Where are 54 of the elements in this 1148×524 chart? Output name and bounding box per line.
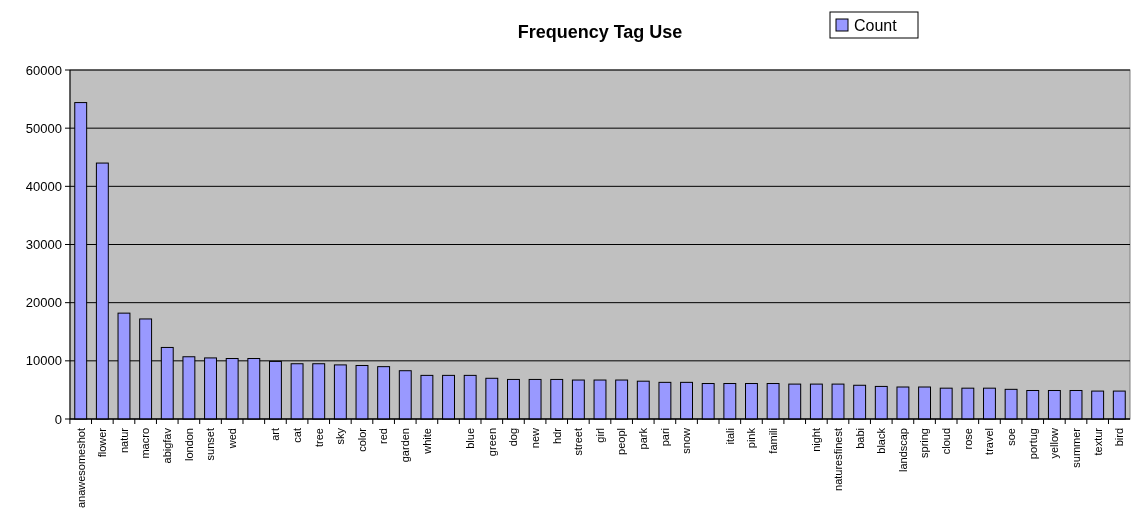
x-tick-label: garden (399, 428, 412, 463)
y-tick-label: 40000 (25, 178, 62, 194)
x-tick-label: london (182, 428, 195, 462)
x-tick-label: tree (312, 428, 325, 447)
x-tick-label: color (355, 427, 368, 452)
x-tick-label: macro (139, 428, 152, 459)
x-tick-label: spring (918, 428, 931, 458)
x-tick-label: park (637, 427, 650, 450)
x-tick-label: blue (464, 428, 477, 449)
x-tick-label: cat (290, 428, 303, 443)
x-tick-label: cloud (940, 428, 953, 455)
x-tick-label: anawesomeshot (74, 428, 87, 509)
x-tick-label: new (528, 427, 541, 449)
y-tick-label: 60000 (25, 62, 62, 78)
x-tick-label: landscap (896, 428, 909, 473)
x-tick-label: pari (658, 428, 671, 447)
x-tick-label: summer (1069, 427, 1082, 468)
x-tick-label: green (485, 428, 498, 457)
chart-title: Frequency Tag Use (517, 22, 683, 42)
x-tick-label: black (875, 427, 888, 454)
y-tick-label: 10000 (25, 353, 62, 369)
x-tick-label: snow (680, 427, 693, 454)
x-tick-label: girl (593, 428, 606, 443)
y-tick-label: 50000 (25, 120, 62, 136)
y-tick-label: 30000 (25, 237, 62, 253)
x-tick-label: white (420, 428, 433, 455)
x-tick-label: sunset (204, 428, 217, 461)
x-tick-label: red (377, 428, 390, 444)
x-tick-label: rose (961, 428, 974, 450)
x-tick-label: dog (507, 428, 520, 447)
x-tick-label: naturesfinest (831, 428, 844, 491)
x-tick-label: babi (853, 428, 866, 449)
x-tick-label: night (810, 428, 823, 452)
x-tick-label: soe (1004, 428, 1017, 446)
x-tick-label: natur (117, 427, 130, 454)
x-tick-label: flower (96, 427, 109, 458)
x-tick-label: textur (1091, 427, 1104, 456)
y-tick-label: 0 (54, 411, 62, 427)
x-tick-label: wed (226, 428, 239, 450)
x-tick-label: pink (745, 427, 758, 449)
x-tick-label: famili (766, 428, 779, 454)
x-tick-label: street (572, 428, 585, 456)
legend-label: Count (854, 16, 898, 34)
x-tick-label: yellow (1048, 427, 1061, 459)
x-tick-label: sky (334, 427, 347, 445)
x-tick-label: bird (1113, 428, 1126, 447)
x-tick-label: hdr (550, 427, 563, 444)
y-tick-label: 20000 (25, 295, 62, 311)
x-tick-label: travel (983, 428, 996, 455)
x-tick-label: portug (1026, 428, 1039, 460)
x-tick-label: art (269, 428, 282, 441)
x-tick-label: itali (723, 428, 736, 445)
x-tick-label: peopl (615, 428, 628, 455)
x-tick-label: abigfav (161, 427, 174, 464)
